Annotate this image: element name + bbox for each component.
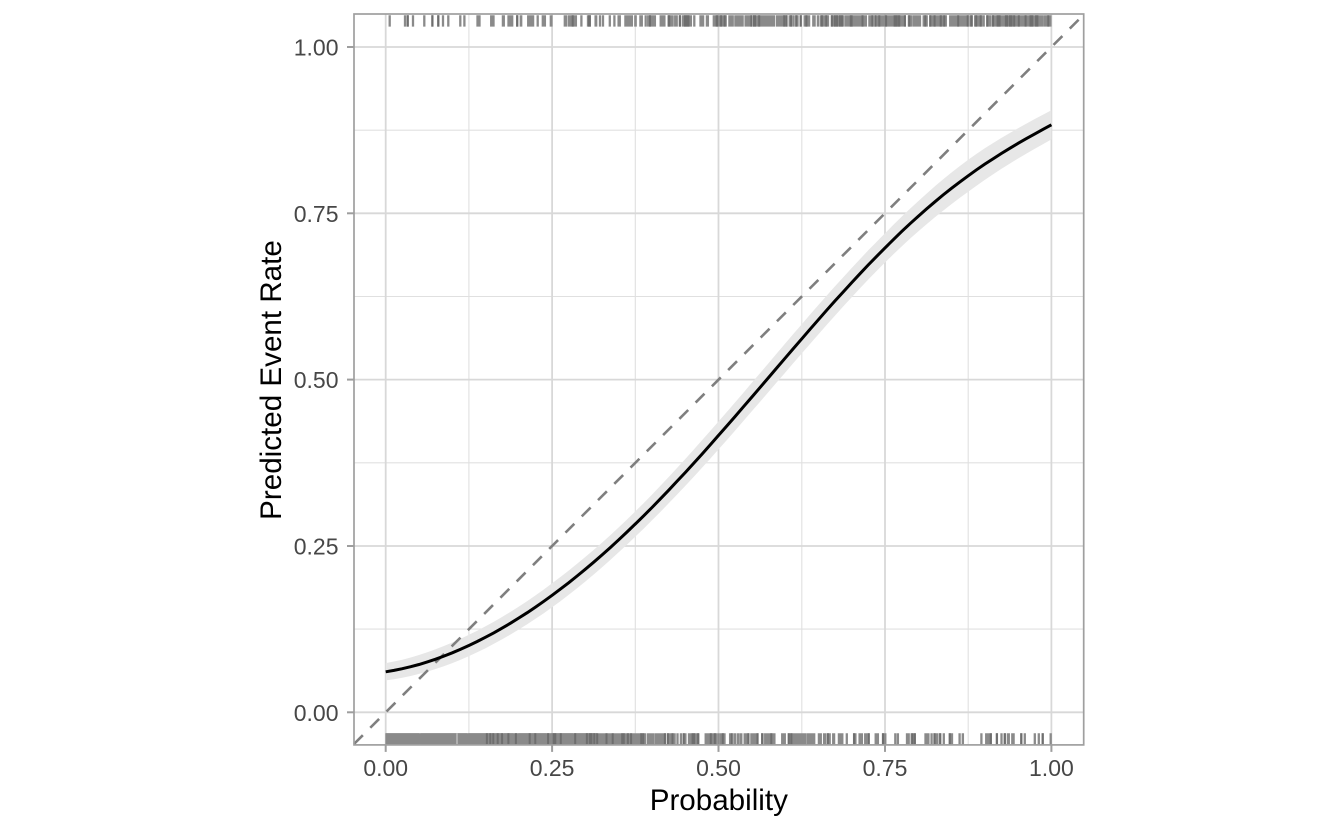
svg-text:1.00: 1.00 <box>1029 755 1074 781</box>
svg-text:0.00: 0.00 <box>363 755 408 781</box>
svg-text:0.50: 0.50 <box>294 367 339 393</box>
svg-text:1.00: 1.00 <box>294 35 339 61</box>
svg-text:0.75: 0.75 <box>863 755 908 781</box>
svg-text:0.00: 0.00 <box>294 700 339 726</box>
svg-text:0.75: 0.75 <box>294 201 339 227</box>
svg-text:0.25: 0.25 <box>530 755 575 781</box>
svg-text:Predicted Event Rate: Predicted Event Rate <box>255 240 288 520</box>
svg-text:Probability: Probability <box>650 784 788 817</box>
svg-text:0.50: 0.50 <box>696 755 741 781</box>
svg-text:0.25: 0.25 <box>294 534 339 560</box>
